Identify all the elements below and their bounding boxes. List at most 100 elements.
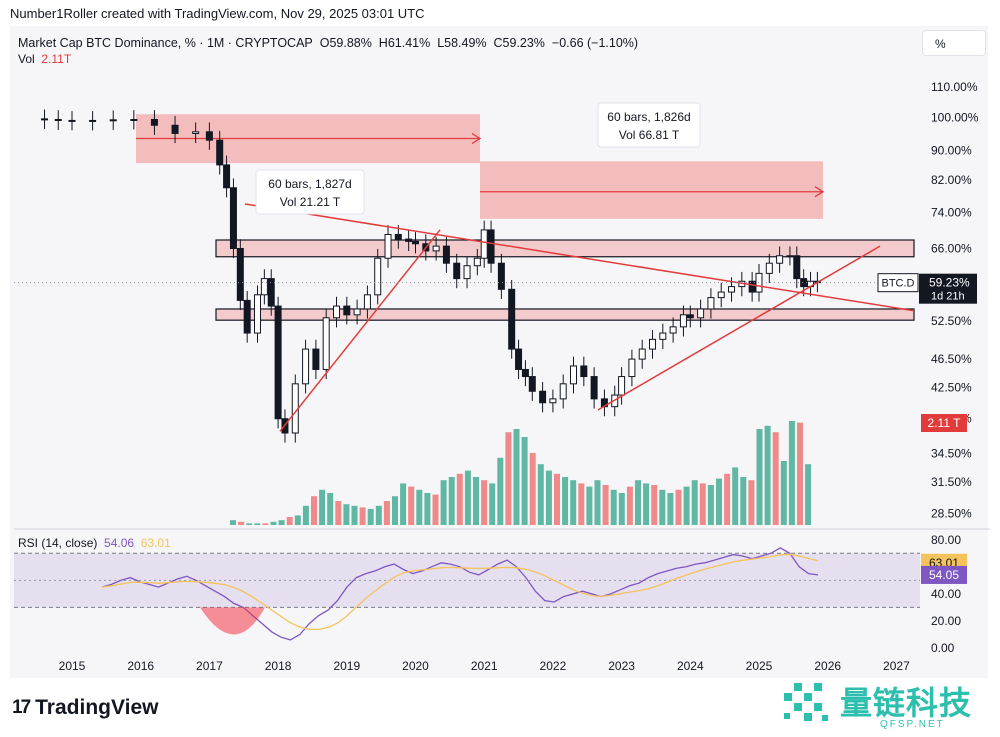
volume-bar (360, 507, 366, 525)
volume-bar (684, 487, 690, 525)
rsi-tag-value: 54.05 (929, 568, 959, 582)
candle-body (433, 246, 439, 251)
volume-bar (554, 474, 560, 525)
volume-bar (595, 480, 601, 525)
rsi-legend-value: 54.06 (104, 536, 134, 550)
tradingview-logo-icon: 17 (12, 697, 29, 719)
volume-bar (635, 480, 641, 525)
candle-body (629, 359, 635, 376)
volume-bar (643, 483, 649, 525)
volume-bar (376, 506, 382, 525)
price-axis-label: 34.50% (931, 446, 972, 460)
candle-body (516, 349, 522, 369)
rsi-label[interactable]: RSI (14, close) (18, 536, 97, 550)
rsi-axis-label: 40.00 (931, 587, 961, 601)
volume-bar (465, 471, 471, 525)
volume-bar (586, 487, 592, 525)
ascending-trendline-1 (280, 230, 440, 431)
volume-bar (246, 523, 252, 525)
rsi-legend: RSI (14, close) 54.06 63.01 (18, 536, 171, 550)
volume-bar (408, 487, 414, 525)
volume-bar (700, 483, 706, 525)
candle-body (69, 120, 75, 121)
volume-bar (262, 523, 268, 525)
candle-body (680, 315, 686, 327)
candle-body (268, 279, 274, 306)
volume-bar (473, 477, 479, 525)
volume-bar (724, 474, 730, 525)
volume-bar (611, 490, 617, 525)
candle-body (660, 333, 666, 339)
price-axis-label: 74.00% (931, 205, 972, 219)
measure-box-2 (480, 161, 823, 219)
volume-bar (716, 479, 722, 525)
time-axis-label: 2025 (746, 659, 773, 673)
candle-body (794, 256, 800, 279)
candle-body (687, 315, 693, 318)
price-axis-label: 46.50% (931, 352, 972, 366)
time-axis-label: 2018 (265, 659, 292, 673)
price-axis-label: 31.50% (931, 475, 972, 489)
rsi-axis-label: 20.00 (931, 614, 961, 628)
volume-bar (279, 520, 285, 525)
volume-bar (384, 501, 390, 525)
volume-bar (343, 504, 349, 525)
volume-bar (392, 496, 398, 525)
volume-bar (708, 485, 714, 525)
rsi-axis-label: 0.00 (931, 641, 955, 655)
open-value: O59.88% (320, 36, 372, 50)
watermark-logo-icon (780, 675, 832, 727)
candle-body (110, 120, 116, 121)
candle-body (464, 266, 470, 279)
candle-body (443, 246, 449, 263)
price-axis-label: 52.50% (931, 314, 972, 328)
volume-bar (667, 493, 673, 525)
ascending-trendline-2 (598, 246, 880, 410)
volume-bar (230, 520, 236, 525)
volume-bar (319, 490, 325, 525)
time-axis-label: 2026 (814, 659, 841, 673)
measure-annotation: 60 bars, 1,826dVol 66.81 T (598, 103, 700, 147)
candle-body (375, 258, 381, 295)
percent-scale-button[interactable]: % (922, 30, 986, 56)
annotation-bars-text: 60 bars, 1,827d (268, 177, 351, 191)
candle-body (406, 239, 412, 241)
candle-body (670, 327, 676, 333)
candle-body (488, 230, 494, 263)
time-axis-label: 2019 (333, 659, 360, 673)
tradingview-brand: TradingView (35, 696, 158, 720)
volume-bar (748, 480, 754, 525)
volume-bar (368, 509, 374, 525)
volume-legend: Vol 2.11T (18, 52, 71, 66)
time-axis-label: 2027 (883, 659, 910, 673)
candle-body (698, 309, 704, 318)
candle-body (151, 119, 157, 125)
candle-body (650, 339, 656, 349)
price-axis-label: 110.00% (931, 80, 978, 94)
volume-bar (546, 471, 552, 525)
volume-bar (773, 432, 779, 525)
symbol-name[interactable]: Market Cap BTC Dominance, % · 1M · CRYPT… (18, 36, 313, 50)
volume-bar (562, 477, 568, 525)
price-tag-countdown: 1d 21h (931, 291, 965, 303)
time-axis-label: 2015 (59, 659, 86, 673)
candle-body (560, 384, 566, 399)
candle-body (244, 300, 250, 333)
candle-body (550, 399, 556, 403)
volume-bar (481, 480, 487, 525)
candle-body (777, 256, 783, 263)
volume-bar (627, 487, 633, 525)
candle-body (481, 230, 487, 258)
candle-body (509, 289, 515, 349)
candle-body (522, 369, 528, 376)
volume-bar (254, 523, 260, 525)
candle-body (413, 241, 419, 243)
candle-body (217, 140, 223, 165)
volume-bar (335, 501, 341, 525)
tradingview-logo[interactable]: 17 TradingView (12, 696, 158, 720)
price-tag-value: 59.23% (929, 276, 970, 290)
price-chart[interactable]: 110.00%100.00%90.00%82.00%74.00%66.00%52… (0, 0, 1000, 737)
volume-label[interactable]: Vol (18, 52, 35, 66)
candle-body (801, 279, 807, 287)
time-axis-label: 2020 (402, 659, 429, 673)
